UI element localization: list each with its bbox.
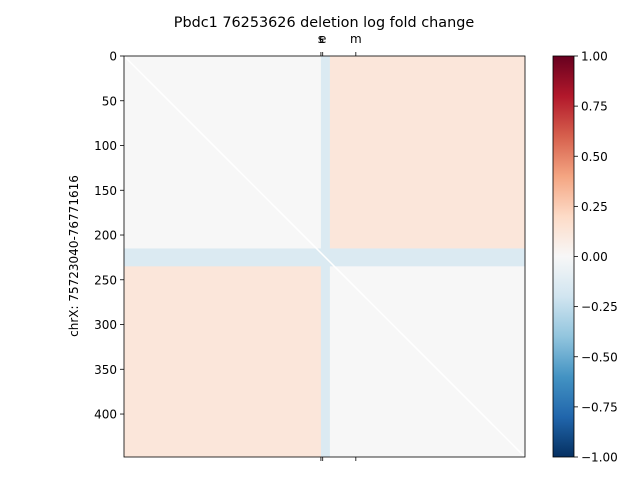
colorbar-tick-label: 1.00 xyxy=(581,50,608,64)
heatmap-region xyxy=(324,56,525,257)
colorbar-tick-label: 0.25 xyxy=(581,200,608,214)
bottom-marker-ticks xyxy=(320,457,357,461)
colorbar-tick-label: −0.25 xyxy=(581,300,618,314)
y-tick-label: 300 xyxy=(94,318,117,332)
colorbar-tick-label: 0.75 xyxy=(581,100,608,114)
top-marker-label: s xyxy=(318,32,324,46)
top-marker-label: e xyxy=(319,32,326,46)
colorbar-tick-label: −1.00 xyxy=(581,451,618,465)
heatmap-region xyxy=(124,256,325,457)
plot-frame xyxy=(123,55,526,458)
y-axis-label: chrX: 75723040-76771616 xyxy=(67,175,81,337)
colorbar-ticks: 1.00 0.75 0.50 0.25 0.00 −0.25 −0.50 −0.75 −1.00 xyxy=(574,50,618,465)
top-marker-label: m xyxy=(350,32,362,46)
y-tick-label: 250 xyxy=(94,273,117,287)
y-tick-label: 350 xyxy=(94,363,117,377)
y-tick-label: 50 xyxy=(102,94,117,108)
colorbar-tick-label: 0.00 xyxy=(581,250,608,264)
colorbar xyxy=(552,55,575,458)
colorbar-tick-label: −0.50 xyxy=(581,350,618,364)
y-tick-label: 200 xyxy=(94,229,117,243)
heatmap-plot-area xyxy=(124,56,525,457)
chart-title: Pbdc1 76253626 deletion log fold change xyxy=(174,15,475,31)
colorbar-tick-label: −0.75 xyxy=(581,400,618,414)
y-tick-label: 150 xyxy=(94,184,117,198)
y-axis: 0 50 100 150 200 250 300 350 400 xyxy=(94,50,124,422)
top-markers: se m xyxy=(318,32,362,56)
colorbar-tick-label: 0.50 xyxy=(581,150,608,164)
diagonal-line xyxy=(124,56,525,457)
y-tick-label: 0 xyxy=(109,50,117,64)
y-tick-label: 400 xyxy=(94,408,117,422)
y-tick-label: 100 xyxy=(94,139,117,153)
